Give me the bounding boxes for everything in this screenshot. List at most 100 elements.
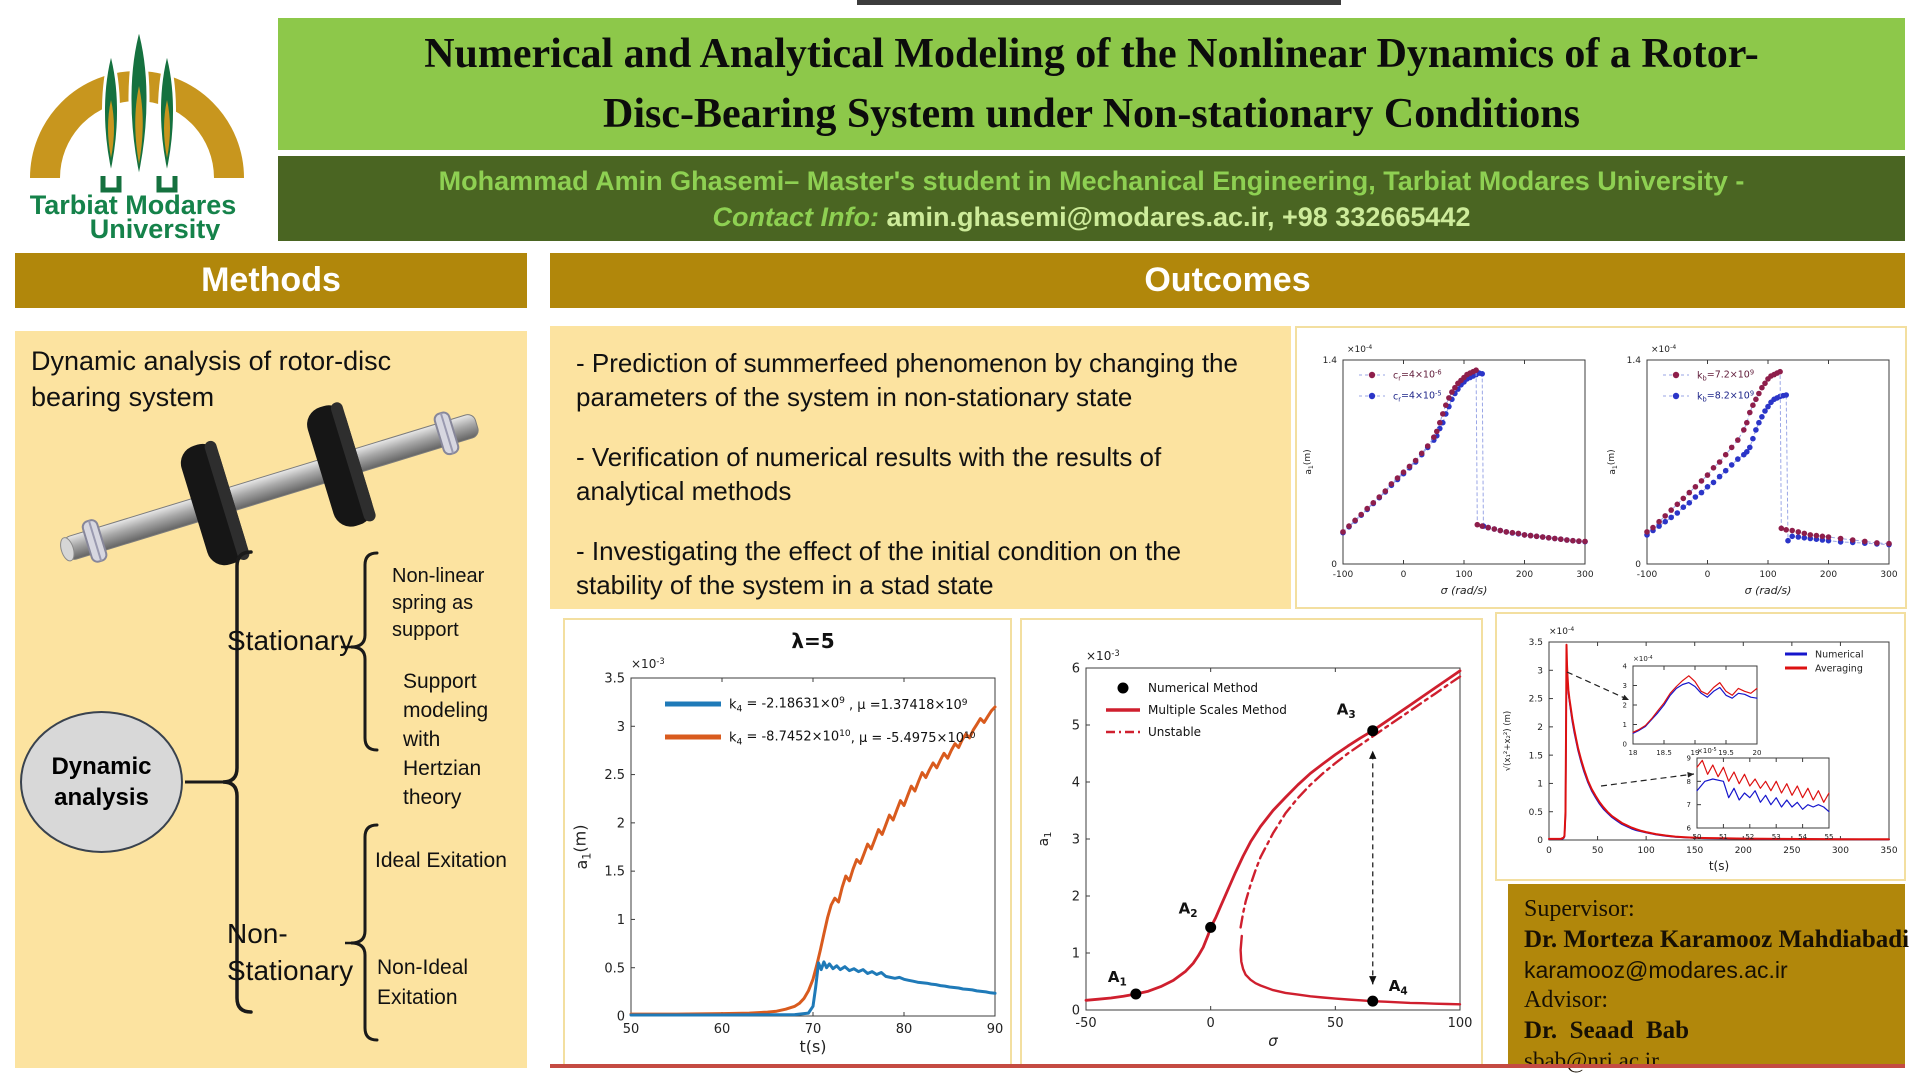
tree-leaf-nonlinear-spring: Non-linear spring as support — [392, 565, 485, 641]
disc-right — [307, 402, 376, 527]
svg-text:t(s): t(s) — [799, 1037, 826, 1056]
svg-text:Numerical: Numerical — [1815, 649, 1863, 660]
svg-text:t(s): t(s) — [1709, 859, 1729, 873]
svg-text:A4: A4 — [1389, 977, 1408, 997]
svg-text:a1(m): a1(m) — [570, 824, 593, 869]
svg-text:2: 2 — [617, 816, 625, 831]
bearing-left — [81, 519, 108, 563]
svg-text:cr=4×10-6: cr=4×10-6 — [1393, 368, 1442, 382]
svg-text:20: 20 — [1753, 749, 1762, 757]
author-line: Mohammad Amin Ghasemi– Master's student … — [438, 166, 1745, 196]
svg-text:0: 0 — [1635, 560, 1641, 570]
svg-text:0.5: 0.5 — [1529, 808, 1543, 818]
svg-text:A1: A1 — [1108, 968, 1127, 988]
svg-text:σ (rad/s): σ (rad/s) — [1441, 584, 1488, 597]
outcomes-text-panel: - Prediction of summerfeed phenomenon by… — [550, 326, 1291, 609]
svg-text:100: 100 — [1759, 570, 1776, 580]
svg-text:9: 9 — [1687, 754, 1691, 762]
svg-text:Multiple Scales Method: Multiple Scales Method — [1148, 703, 1287, 717]
svg-text:2: 2 — [1623, 701, 1627, 709]
outcome-bullet-2: - Verification of numerical results with… — [576, 442, 1162, 506]
contact-label: Contact Info: — [712, 202, 879, 232]
svg-text:4: 4 — [1623, 662, 1628, 670]
svg-text:200: 200 — [1735, 846, 1752, 856]
svg-text:-100: -100 — [1333, 570, 1354, 580]
methods-intro-text: Dynamic analysis of rotor-disc bearing s… — [31, 346, 392, 412]
frequency-response-chart-damping: -100 0 100 200 300 0 1.4 ×10-4 σ (rad/s) a1(m) cr=… — [1297, 328, 1599, 606]
svg-text:100: 100 — [1455, 570, 1472, 580]
svg-text:σ: σ — [1268, 1032, 1278, 1050]
svg-text:1.5: 1.5 — [1529, 751, 1543, 761]
tree-branch-nonstationary: Non-Stationary — [227, 918, 354, 986]
supervisor-label: Supervisor: — [1524, 896, 1635, 922]
bearing-right — [433, 411, 460, 456]
svg-text:×10-3: ×10-3 — [631, 656, 665, 671]
svg-text:×10-5: ×10-5 — [1697, 747, 1717, 755]
outcome-bullet-1: - Prediction of summerfeed phenomenon by… — [576, 348, 1238, 412]
svg-text:300: 300 — [1880, 570, 1897, 580]
svg-text:kb=7.2×109: kb=7.2×109 — [1697, 368, 1754, 382]
svg-text:5: 5 — [1072, 719, 1080, 734]
svg-text:50: 50 — [623, 1022, 640, 1037]
svg-text:6: 6 — [1687, 824, 1692, 832]
svg-text:A3: A3 — [1337, 701, 1356, 721]
tree-leaf-hertzian-support: Support modeling with Hertzian theory — [403, 670, 489, 809]
svg-text:60: 60 — [714, 1022, 731, 1037]
svg-text:100: 100 — [1638, 846, 1655, 856]
outcome-bullet-3: - Investigating the effect of the initia… — [576, 536, 1182, 600]
supervisor-box: Supervisor: Dr. Morteza Karamooz Mahdiab… — [1508, 884, 1910, 1073]
poster-title-bar: Numerical and Analytical Modeling of the… — [278, 18, 1905, 150]
svg-text:0: 0 — [617, 1010, 625, 1025]
svg-text:-50: -50 — [1075, 1016, 1096, 1031]
svg-text:90: 90 — [987, 1022, 1004, 1037]
methods-panel: Dynamic analysis of rotor-disc bearing s… — [15, 331, 527, 1068]
svg-text:50: 50 — [1592, 846, 1604, 856]
svg-text:0.5: 0.5 — [604, 961, 625, 976]
svg-text:3.5: 3.5 — [1529, 638, 1543, 648]
top-edge-line — [857, 0, 1341, 5]
svg-text:70: 70 — [805, 1022, 822, 1037]
svg-text:3: 3 — [1623, 682, 1627, 690]
svg-text:18.5: 18.5 — [1656, 749, 1672, 757]
svg-text:55: 55 — [1825, 833, 1834, 841]
supervisor-name: Dr. Morteza Karamooz Mahdiabadi — [1524, 926, 1910, 953]
disc-left — [180, 440, 250, 566]
bifurcation-chart: -50 0 50 100 0 1 2 3 4 5 6 ×10-3 σ a1 Numerical Method… — [1020, 618, 1483, 1066]
svg-text:cr=4×10-5: cr=4×10-5 — [1393, 389, 1442, 403]
svg-text:19: 19 — [1691, 749, 1700, 757]
svg-text:0: 0 — [1537, 836, 1543, 846]
poster-title-line1: Numerical and Analytical Modeling of the… — [424, 31, 1759, 77]
transient-envelope-chart: 0 50 100 150 200 250 300 350 0 0.5 1 1.5 2 2.5 3 3.5 ×10… — [1495, 612, 1906, 881]
university-logo: Tarbiat Modares University — [15, 8, 263, 240]
logo-text-line1: Tarbiat Modares — [30, 190, 237, 220]
contact-line: Contact Info: amin.ghasemi@modares.ac.ir… — [278, 199, 1905, 235]
svg-text:100: 100 — [1448, 1016, 1473, 1031]
svg-text:×10-4: ×10-4 — [1549, 626, 1574, 637]
svg-text:a1(m): a1(m) — [1607, 449, 1619, 474]
poster-title-line2: Disc-Bearing System under Non-stationary… — [603, 91, 1580, 137]
svg-text:1: 1 — [617, 913, 625, 928]
svg-text:19.5: 19.5 — [1718, 749, 1734, 757]
svg-text:1: 1 — [1072, 947, 1080, 962]
svg-text:×10-3: ×10-3 — [1086, 648, 1120, 663]
svg-text:4: 4 — [1072, 776, 1080, 791]
svg-text:a1: a1 — [1036, 832, 1054, 847]
svg-text:1.4: 1.4 — [1323, 356, 1338, 366]
frequency-response-chart-stiffness: -100 0 100 200 300 0 1.4 ×10-4 σ (rad/s) a1(m) kb=… — [1601, 328, 1903, 606]
svg-text:kb=8.2×109: kb=8.2×109 — [1697, 389, 1754, 403]
svg-text:150: 150 — [1686, 846, 1703, 856]
supervisor-email: karamooz@modares.ac.ir — [1524, 957, 1788, 983]
svg-text:52: 52 — [1745, 833, 1754, 841]
svg-text:3: 3 — [1072, 833, 1080, 848]
svg-text:80: 80 — [896, 1022, 913, 1037]
bottom-red-line — [550, 1064, 1905, 1068]
rotor-disc-bearing-illustration — [60, 402, 479, 566]
svg-text:0: 0 — [1401, 570, 1407, 580]
contact-value: amin.ghasemi@modares.ac.ir, +98 33266544… — [886, 202, 1471, 232]
tree-leaf-nonideal-exitation: Non-Ideal Exitation — [377, 956, 469, 1009]
svg-text:3.5: 3.5 — [604, 672, 625, 687]
svg-text:√(x₁²+x₂²) (m): √(x₁²+x₂²) (m) — [1503, 711, 1513, 771]
svg-text:×10-4: ×10-4 — [1651, 344, 1676, 355]
svg-text:Unstable: Unstable — [1148, 725, 1201, 739]
